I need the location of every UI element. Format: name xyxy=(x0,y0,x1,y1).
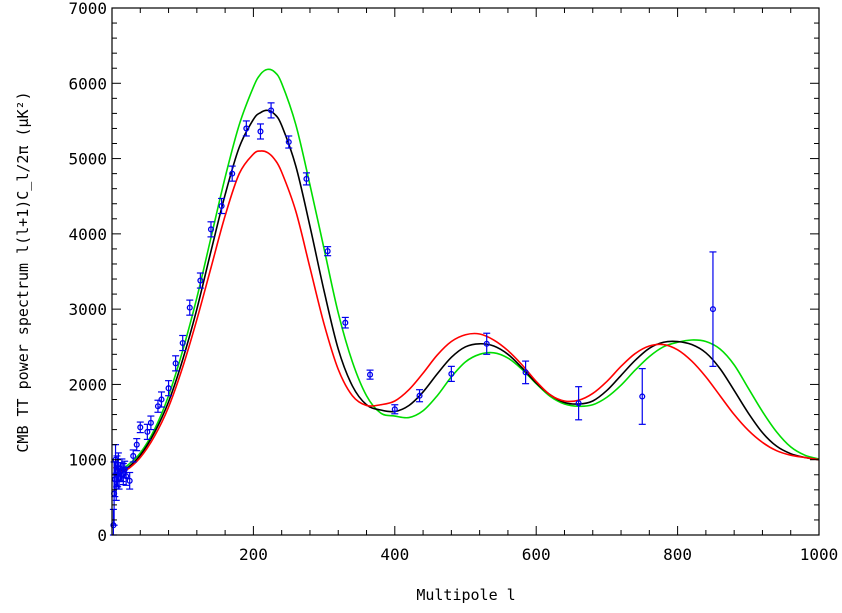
model-curve-0 xyxy=(113,68,820,471)
data-point xyxy=(179,339,186,347)
data-point xyxy=(324,248,331,255)
y-tick-label: 0 xyxy=(97,526,107,545)
data-point xyxy=(268,107,275,114)
data-point xyxy=(639,393,646,400)
y-tick-label: 2000 xyxy=(68,375,107,394)
data-point xyxy=(709,306,716,313)
data-points xyxy=(109,102,717,536)
y-tick-label: 7000 xyxy=(68,0,107,18)
data-point xyxy=(285,138,292,146)
y-tick-label: 5000 xyxy=(68,150,107,169)
data-point xyxy=(197,277,204,284)
x-tick-label: 200 xyxy=(239,545,268,564)
data-point xyxy=(257,128,264,135)
data-point xyxy=(575,400,582,407)
model-curve-2 xyxy=(112,150,820,473)
data-point xyxy=(154,403,162,410)
data-point xyxy=(229,170,236,177)
data-point xyxy=(158,396,165,403)
data-point xyxy=(483,340,490,347)
data-point xyxy=(172,360,179,367)
data-point xyxy=(303,175,310,182)
data-point xyxy=(367,371,374,378)
y-tick-label: 4000 xyxy=(68,225,107,244)
data-point xyxy=(126,477,133,484)
x-tick-label: 400 xyxy=(380,545,409,564)
data-point xyxy=(342,319,349,326)
x-axis-title: Multipole l xyxy=(416,586,515,604)
data-point xyxy=(243,125,250,132)
data-point xyxy=(123,473,130,480)
plot-frame xyxy=(111,7,820,536)
x-tick-label: 800 xyxy=(663,545,692,564)
axis-ticks xyxy=(111,7,820,536)
data-point xyxy=(137,424,144,431)
data-point xyxy=(391,406,398,413)
x-tick-labels: 200 400 600 800 1000 xyxy=(239,545,838,564)
y-tick-labels: 0 1000 2000 3000 4000 5000 6000 7000 xyxy=(68,0,107,545)
data-point xyxy=(130,452,137,460)
data-point xyxy=(144,428,151,435)
data-point xyxy=(133,441,140,448)
y-tick-label: 3000 xyxy=(68,300,107,319)
data-point xyxy=(165,385,172,392)
data-point xyxy=(186,304,193,311)
x-tick-label: 600 xyxy=(522,545,551,564)
y-axis-title: CMB TT power spectrum l(l+1)C_l/2π (μK²) xyxy=(14,91,32,452)
data-point xyxy=(522,369,529,376)
x-tick-label: 1000 xyxy=(800,545,839,564)
data-point xyxy=(218,202,225,210)
data-point xyxy=(147,419,154,426)
data-point xyxy=(207,226,215,233)
data-point xyxy=(448,370,455,377)
data-point xyxy=(416,392,423,399)
y-tick-label: 6000 xyxy=(68,74,107,93)
y-tick-label: 1000 xyxy=(68,451,107,470)
